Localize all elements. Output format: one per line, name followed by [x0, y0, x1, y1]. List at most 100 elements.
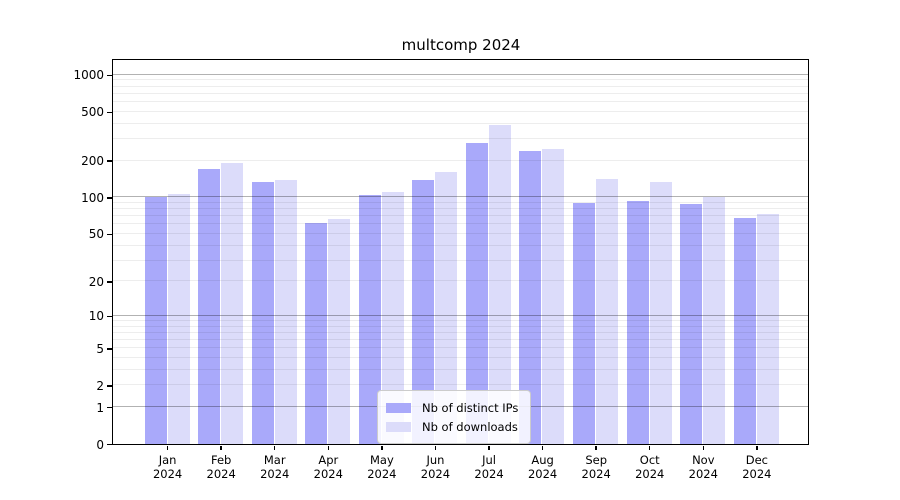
- y-tick-mark: [107, 406, 112, 409]
- y-tick-label: 10: [88, 309, 104, 324]
- x-tick-mark: [488, 446, 490, 451]
- bar-distinct-ips: [305, 222, 328, 444]
- y-tick-mark: [107, 315, 112, 318]
- legend-swatch-distinct-ips: [386, 402, 411, 413]
- x-tick-mark: [648, 446, 651, 451]
- y-gridline-minor: [113, 339, 808, 341]
- x-year-text: 2024: [474, 467, 504, 482]
- x-year-text: 2024: [313, 467, 343, 482]
- y-tick-label: 1000: [73, 68, 104, 83]
- x-month-text: Feb: [210, 452, 232, 467]
- x-month-label: May 2024: [355, 453, 409, 482]
- y-tick-label: 2: [96, 378, 104, 393]
- y-gridline-minor: [113, 122, 808, 124]
- y-tick-mark: [107, 443, 112, 446]
- bar-distinct-ips: [733, 217, 756, 444]
- x-month-text: Apr: [318, 452, 339, 467]
- bar-distinct-ips: [573, 203, 596, 444]
- x-month-text: Oct: [639, 452, 660, 467]
- x-month-label: Jun 2024: [408, 453, 462, 482]
- x-year-text: 2024: [260, 467, 290, 482]
- bar-downloads: [542, 148, 565, 444]
- y-tick-label: 100: [81, 190, 104, 205]
- y-tick-mark: [107, 281, 112, 283]
- legend-row: Nb of downloads: [386, 417, 518, 436]
- y-gridline-minor: [113, 347, 808, 349]
- y-gridline-major: [113, 73, 808, 75]
- x-tick-mark: [273, 446, 276, 451]
- x-year-text: 2024: [635, 467, 665, 482]
- bar-downloads: [756, 214, 779, 444]
- bar-distinct-ips: [198, 169, 221, 444]
- bar-distinct-ips: [626, 200, 649, 444]
- x-year-text: 2024: [420, 467, 451, 482]
- y-gridline-major: [113, 196, 808, 198]
- bar-downloads: [274, 179, 297, 444]
- bar-downloads: [649, 181, 672, 444]
- bar-downloads: [488, 124, 511, 444]
- y-gridline-minor: [113, 331, 808, 333]
- y-tick-mark: [107, 233, 112, 236]
- x-tick-mark: [434, 446, 437, 451]
- y-gridline-minor: [113, 110, 808, 112]
- y-tick-label: 200: [81, 154, 104, 169]
- bar-distinct-ips: [680, 203, 703, 444]
- y-gridline-minor: [113, 223, 808, 225]
- y-gridline-minor: [113, 244, 808, 246]
- chart-title: multcomp 2024: [401, 36, 521, 54]
- y-tick-label: 20: [88, 274, 104, 289]
- bar-distinct-ips: [519, 150, 542, 444]
- y-gridline-minor: [113, 232, 808, 234]
- x-year-text: 2024: [688, 467, 718, 482]
- y-tick-label: 50: [88, 227, 104, 242]
- x-month-text: Nov: [692, 452, 715, 467]
- x-year-text: 2024: [206, 467, 236, 482]
- y-gridline-minor: [113, 259, 808, 261]
- bar-downloads: [221, 162, 244, 444]
- y-gridline-minor: [113, 138, 808, 140]
- bar-distinct-ips: [144, 197, 167, 444]
- x-month-label: Jul 2024: [462, 453, 516, 482]
- x-month-label: Sep 2024: [569, 453, 623, 482]
- x-tick-mark: [595, 446, 597, 451]
- bar-downloads: [435, 172, 458, 444]
- y-gridline-minor: [113, 85, 808, 87]
- x-year-text: 2024: [742, 467, 772, 482]
- x-tick-mark: [702, 446, 705, 451]
- y-gridline-minor: [113, 215, 808, 217]
- x-year-text: 2024: [581, 467, 611, 482]
- x-tick-mark: [327, 446, 330, 451]
- x-tick-mark: [381, 446, 383, 451]
- x-month-text: Jun: [426, 452, 445, 467]
- y-gridline-minor: [113, 101, 808, 103]
- x-month-text: Mar: [263, 452, 286, 467]
- x-month-text: Dec: [745, 452, 768, 467]
- y-tick-label: 5: [96, 341, 104, 356]
- bar-distinct-ips: [251, 181, 274, 444]
- bar-downloads: [328, 219, 351, 444]
- x-tick-mark: [756, 446, 758, 451]
- legend-label: Nb of distinct IPs: [422, 400, 519, 415]
- x-month-label: Feb 2024: [194, 453, 248, 482]
- bar-distinct-ips: [465, 142, 488, 444]
- y-tick-mark: [107, 160, 112, 162]
- y-gridline-minor: [113, 208, 808, 210]
- x-month-label: Apr 2024: [301, 453, 355, 482]
- y-gridline-minor: [113, 368, 808, 370]
- y-gridline-minor: [113, 79, 808, 81]
- bar-downloads: [596, 179, 619, 444]
- y-gridline-minor: [113, 159, 808, 161]
- y-tick-label: 1: [96, 400, 104, 415]
- x-year-text: 2024: [527, 467, 558, 482]
- x-month-label: Nov 2024: [676, 453, 730, 482]
- y-gridline-minor: [113, 357, 808, 358]
- x-month-text: Sep: [585, 452, 607, 467]
- y-tick-mark: [107, 74, 112, 77]
- y-gridline-minor: [113, 280, 808, 282]
- x-year-text: 2024: [367, 467, 397, 482]
- y-tick-label: 500: [81, 105, 104, 120]
- bar-distinct-ips: [412, 179, 435, 444]
- x-month-label: Aug 2024: [516, 453, 570, 482]
- y-tick-mark: [107, 348, 112, 350]
- y-tick-mark: [107, 385, 112, 387]
